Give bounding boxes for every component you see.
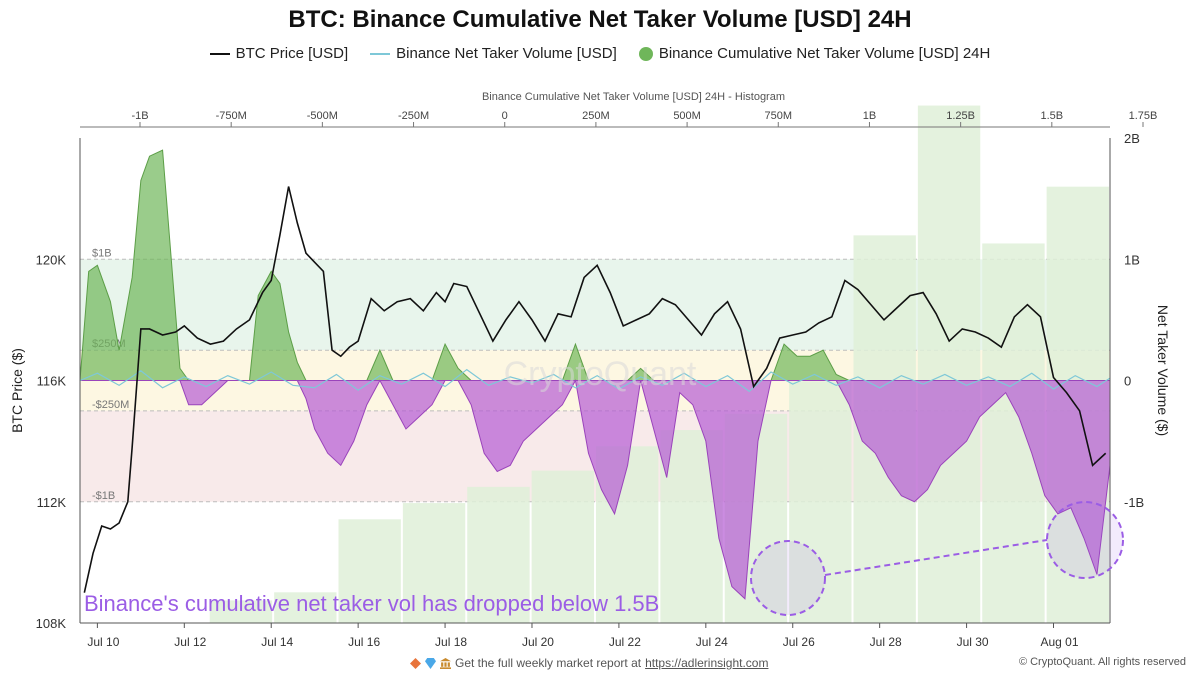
x-tick-label: Jul 10 <box>87 635 119 649</box>
connector-line <box>824 539 1048 576</box>
chart-legend: BTC Price [USD] Binance Net Taker Volume… <box>0 45 1200 62</box>
net-taker-line <box>79 368 1111 393</box>
btc-price-line <box>83 186 1107 593</box>
top-tick-label: 1.5B <box>1040 110 1063 122</box>
x-tick-label: Jul 24 <box>696 635 728 649</box>
left-tick-label: 120K <box>36 252 67 267</box>
footer-text: Get the full weekly market report at <box>455 656 642 670</box>
legend-line-icon <box>370 52 391 55</box>
histogram-bar <box>209 600 273 623</box>
highlight-circle <box>750 540 826 616</box>
top-tick-label: 0 <box>502 110 508 122</box>
x-tick-label: Jul 30 <box>957 635 989 649</box>
histogram-bar <box>274 592 337 623</box>
right-tick-label: -1B <box>1124 495 1144 510</box>
annotation-text: Binance's cumulative net taker vol has d… <box>84 591 659 616</box>
top-tick-label: -750M <box>216 110 247 122</box>
right-tick-label: 2B <box>1124 131 1140 146</box>
x-tick-label: Jul 12 <box>174 635 206 649</box>
left-axis-title: BTC Price ($) <box>9 348 25 433</box>
axes: 108K 112K 116K 120K 2B 1B 0 -1B Jul 10 Jul 12 Jul … <box>9 91 1171 649</box>
x-tick-label: Jul 26 <box>783 635 815 649</box>
top-tick-label: 1B <box>863 110 876 122</box>
x-tick-label: Aug 01 <box>1040 635 1078 649</box>
x-tick-label: Jul 28 <box>870 635 902 649</box>
chart-title: BTC: Binance Cumulative Net Taker Volume… <box>288 6 912 33</box>
left-tick-label: 112K <box>37 495 67 510</box>
legend-item-btc-price[interactable]: BTC Price [USD] <box>209 45 349 62</box>
x-tick-label: Jul 22 <box>609 635 641 649</box>
right-tick-label: 0 <box>1124 374 1131 389</box>
cumulative-area-negative <box>80 378 1111 600</box>
top-tick-label: 500M <box>673 110 701 122</box>
x-tick-label: Jul 14 <box>261 635 293 649</box>
top-tick-label: 750M <box>765 110 793 122</box>
top-tick-label: 1.25B <box>946 110 975 122</box>
annotations <box>750 501 1124 616</box>
footer-link[interactable]: https://adlerinsight.com <box>645 656 769 670</box>
legend-label: Binance Net Taker Volume [USD] <box>396 45 617 62</box>
bank-icon <box>440 657 451 669</box>
watermark: CryptoQuant <box>504 355 697 393</box>
diamond-blue-icon <box>425 657 436 669</box>
footer-copyright: © CryptoQuant. All rights reserved <box>1018 656 1186 668</box>
top-tick-label: -250M <box>398 110 429 122</box>
legend-label: BTC Price [USD] <box>235 45 349 62</box>
threshold-label: -$1B <box>92 490 115 502</box>
legend-dot-icon <box>638 46 653 61</box>
legend-item-net-taker-volume[interactable]: Binance Net Taker Volume [USD] <box>370 45 617 62</box>
histogram-bar <box>531 470 594 623</box>
left-tick-label: 108K <box>36 616 67 631</box>
x-tick-label: Jul 20 <box>522 635 554 649</box>
diamond-orange-icon <box>410 657 421 669</box>
right-tick-label: 1B <box>1124 252 1140 267</box>
cumulative-area <box>79 149 1111 600</box>
histogram-bar <box>402 503 466 623</box>
top-tick-label: 1.75B <box>1129 110 1158 122</box>
footer-promo: Get the full weekly market report at htt… <box>410 656 768 670</box>
x-tick-label: Jul 16 <box>348 635 380 649</box>
histogram-bar <box>917 105 981 624</box>
highlight-circle <box>1046 501 1124 579</box>
legend-label: Binance Cumulative Net Taker Volume [USD… <box>658 45 991 62</box>
top-axis-title: Binance Cumulative Net Taker Volume [USD… <box>482 91 785 103</box>
x-tick-label: Jul 18 <box>435 635 467 649</box>
legend-line-icon <box>209 52 230 55</box>
histogram-bar <box>467 486 530 623</box>
top-tick-label: -1B <box>131 110 148 122</box>
net-taker-volume-line <box>79 368 1111 393</box>
threshold-label: $1B <box>92 247 112 259</box>
legend-item-cumulative-net-taker[interactable]: Binance Cumulative Net Taker Volume [USD… <box>638 45 991 62</box>
top-tick-label: -500M <box>307 110 338 122</box>
histogram-bar <box>338 519 401 623</box>
footer: Get the full weekly market report at htt… <box>0 656 1200 674</box>
threshold-label: -$250M <box>92 399 129 411</box>
histogram-bar <box>789 381 852 623</box>
left-tick-label: 116K <box>37 374 67 389</box>
price-line <box>83 186 1107 593</box>
right-axis-title: Net Taker Volume ($) <box>1155 305 1171 436</box>
top-tick-label: 250M <box>582 110 610 122</box>
